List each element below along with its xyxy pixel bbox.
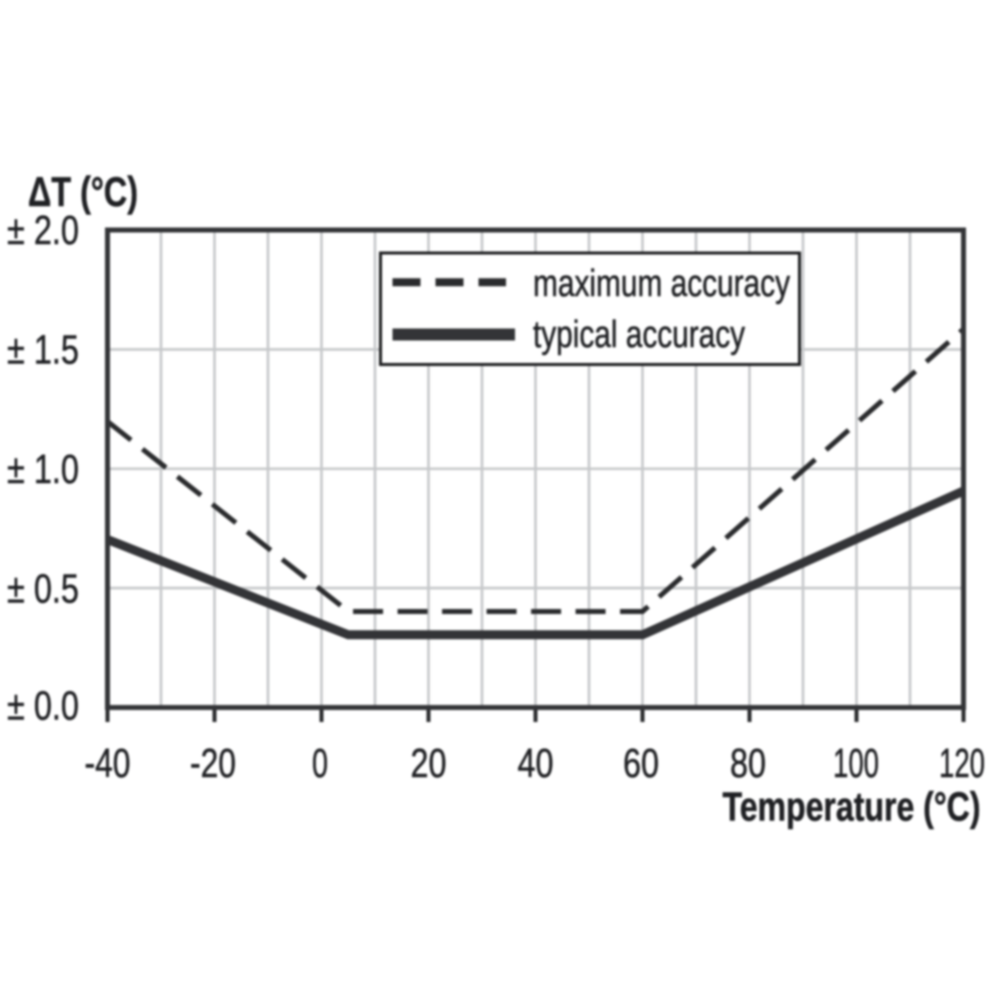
svg-text:40: 40 [518,740,554,786]
svg-text:typical accuracy: typical accuracy [533,314,745,356]
svg-text:± 2.0: ± 2.0 [7,207,79,253]
svg-text:100: 100 [833,740,879,786]
svg-text:maximum accuracy: maximum accuracy [533,263,790,305]
svg-text:-40: -40 [85,740,131,786]
svg-text:-20: -20 [190,740,236,786]
svg-text:Temperature (°C): Temperature (°C) [723,784,981,830]
svg-text:80: 80 [730,740,766,786]
svg-text:ΔT (°C): ΔT (°C) [28,168,138,215]
svg-text:± 1.5: ± 1.5 [7,327,79,373]
svg-text:60: 60 [623,740,659,786]
svg-text:120: 120 [939,740,985,786]
svg-text:± 1.0: ± 1.0 [7,446,79,492]
svg-text:0: 0 [312,740,328,786]
svg-text:± 0.5: ± 0.5 [7,565,79,611]
svg-text:20: 20 [411,740,447,786]
svg-text:± 0.0: ± 0.0 [7,683,79,729]
